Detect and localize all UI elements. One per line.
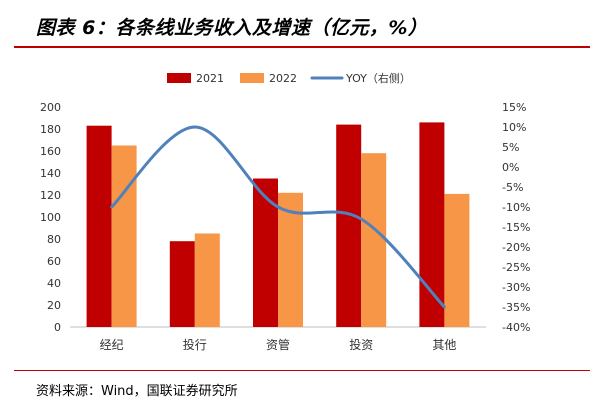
bar-2022-投行 [194,233,220,327]
right-axis-tick-label: -25% [502,261,530,274]
left-axis-tick-label: 80 [47,233,61,246]
right-axis-tick-label: -20% [502,241,530,254]
bar-2022-投资 [361,153,387,327]
right-axis-tick-label: 5% [502,141,519,154]
x-axis-tick-label: 其他 [432,338,456,352]
right-axis-tick-label: -40% [502,321,530,334]
bar-2022-经纪 [111,145,137,327]
left-axis-tick-label: 120 [40,189,61,202]
left-axis-tick-label: 100 [40,211,61,224]
bar-2022-其他 [444,193,470,327]
bar-2021-其他 [419,122,445,328]
bar-2021-资管 [253,178,278,327]
bar-2021-投行 [169,241,195,327]
source-note: 资料来源：Wind，国联证券研究所 [36,384,238,399]
x-axis-tick-label: 资管 [266,337,290,352]
left-axis-tick-label: 60 [47,255,61,268]
right-axis-tick-label: -15% [502,221,530,234]
legend-swatch-2022 [240,73,264,83]
right-axis-tick-label: 10% [502,121,526,134]
left-axis-tick-label: 160 [40,145,61,158]
right-axis-tick-label: -35% [502,301,530,314]
chart: 0 20 40 60 80 100 120 140 160 180 200 -40% -35% -30% -… [40,71,530,352]
right-axis-tick-label: -30% [502,281,530,294]
footer-rule [14,370,590,371]
right-axis-tick-label: 0% [502,161,519,174]
legend-label-yoy: YOY（右侧） [345,71,411,85]
chart-title: 图表 6：各条线业务收入及增速（亿元，%） [36,17,428,39]
bar-2021-投资 [336,124,362,327]
x-axis-tick-label: 投行 [183,337,207,352]
right-axis-tick-label: -5% [502,181,523,194]
bar-2022-资管 [278,192,303,327]
title-bar: 图表 6：各条线业务收入及增速（亿元，%） [0,0,603,48]
bar-2021-经纪 [86,125,112,327]
legend-label-2021: 2021 [196,72,224,85]
left-axis-tick-label: 180 [40,123,61,136]
left-axis-tick-label: 40 [47,277,61,290]
x-axis-tick-label: 投资 [349,337,373,352]
left-axis-tick-label: 140 [40,167,61,180]
right-axis-tick-label: 15% [502,101,526,114]
right-axis-tick-label: -10% [502,201,530,214]
left-axis-tick-label: 20 [47,299,61,312]
left-axis-tick-label: 200 [40,101,61,114]
title-rule [14,46,590,48]
left-axis-tick-label: 0 [54,321,61,334]
legend-label-2022: 2022 [269,72,297,85]
x-axis-tick-label: 经纪 [100,338,124,352]
legend-swatch-2021 [167,73,191,83]
